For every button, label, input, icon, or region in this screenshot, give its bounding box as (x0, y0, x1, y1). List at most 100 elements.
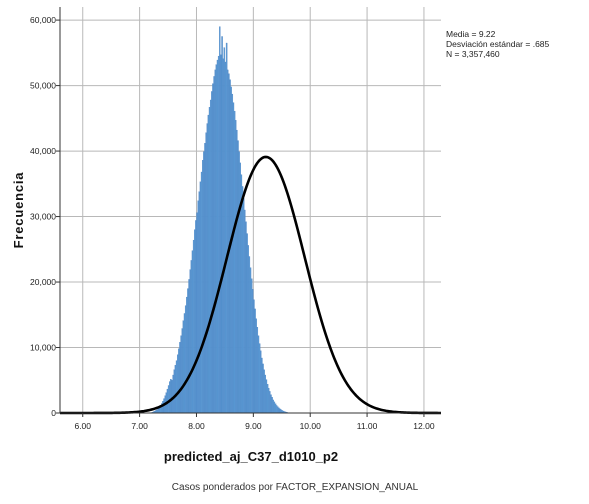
histogram-bar (232, 102, 235, 414)
histogram-bar (196, 212, 198, 414)
histogram-bar (207, 114, 210, 414)
histogram-bar (176, 354, 179, 414)
histogram-bar (249, 267, 252, 414)
histogram-bar (258, 343, 261, 414)
y-tick-label: 10,000 (30, 343, 56, 353)
histogram-bar (246, 233, 248, 414)
histogram-bar (195, 220, 197, 414)
histogram-bar (270, 394, 272, 414)
histogram-bar (214, 69, 216, 414)
histogram-bar (265, 379, 268, 414)
histogram-bar (241, 186, 244, 414)
histogram-bar (172, 374, 174, 414)
histogram-bar (157, 408, 160, 414)
stats-sd: Desviación estándar = .685 (446, 39, 550, 49)
histogram-bar (170, 379, 172, 414)
histogram-bar (181, 328, 183, 414)
histogram-bar (190, 260, 193, 414)
histogram-bar (238, 151, 240, 414)
histogram-bar (221, 36, 223, 414)
histogram-bar (211, 91, 213, 414)
histogram-bar (264, 374, 267, 414)
y-tick-label: 60,000 (30, 15, 56, 25)
histogram-bar (200, 171, 203, 414)
histogram-bar (278, 407, 280, 414)
x-tick-label: 11.00 (357, 421, 378, 431)
histogram-bar (224, 61, 227, 414)
weighting-caption: Casos ponderados por FACTOR_EXPANSION_AN… (172, 482, 419, 493)
y-tick-label: 40,000 (30, 146, 56, 156)
histogram-bar (215, 64, 218, 414)
histogram-bar (274, 403, 277, 414)
histogram-bar (205, 132, 207, 414)
histogram-bar (263, 369, 265, 414)
histogram-bar (171, 380, 173, 414)
histogram-bar (216, 59, 219, 414)
histogram-bar (244, 209, 246, 414)
histogram-bar (234, 120, 237, 414)
histogram-bar (191, 250, 194, 414)
histogram-bar (209, 99, 212, 414)
histogram-bar (167, 385, 170, 414)
histogram-bar (208, 107, 211, 414)
histogram-bar (173, 369, 176, 414)
histogram-bar (212, 83, 214, 414)
histogram-bar (187, 288, 189, 414)
histogram-bar (236, 129, 238, 414)
histogram-bar (253, 299, 255, 414)
histogram-bar (247, 245, 249, 414)
histogram-bar (250, 278, 253, 414)
x-tick-label: 12.00 (413, 421, 435, 431)
histogram-bar (230, 86, 232, 414)
histogram-bar (233, 110, 236, 414)
histogram-bar (178, 348, 180, 414)
histogram-bar (275, 405, 278, 414)
histogram-bar (199, 181, 202, 414)
y-tick-label: 20,000 (30, 277, 56, 287)
y-tick-label: 0 (51, 408, 56, 418)
histogram-bar (273, 401, 276, 414)
histogram-bar (175, 360, 178, 414)
histogram-bar (223, 47, 226, 414)
histogram-bar (197, 200, 199, 414)
histogram-bar (245, 221, 247, 414)
histogram-bar (179, 342, 181, 414)
histogram-bar (225, 42, 228, 414)
histogram-bar (194, 229, 196, 414)
histogram-bar (203, 151, 205, 414)
y-axis-label: Frecuencia (11, 172, 26, 249)
histogram-bar (206, 123, 209, 414)
histogram-bar (261, 357, 263, 414)
histogram-bar (192, 239, 195, 414)
tick-labels: 0 10,000 20,000 30,000 40,000 50,000 60,000 6.0… (30, 15, 435, 431)
histogram-bar (188, 279, 190, 414)
x-tick-label: 8.00 (188, 421, 205, 431)
histogram-bar (186, 296, 188, 414)
axes (59, 7, 441, 414)
histogram-bar (231, 93, 234, 414)
histogram-bar (257, 335, 260, 414)
histogram-bar (182, 320, 185, 414)
histogram-bar (271, 397, 273, 414)
histogram-bar (277, 406, 279, 414)
histogram-bar (260, 350, 262, 414)
histogram-bar (219, 26, 221, 414)
x-tick-label: 6.00 (74, 421, 91, 431)
histogram-bar (267, 387, 270, 414)
histogram-bar (239, 162, 241, 414)
histogram-bar (279, 408, 281, 414)
stats-n: N = 3,357,460 (446, 49, 500, 59)
histogram-bar (255, 318, 257, 414)
histogram-bar (204, 143, 206, 414)
histogram-bar (248, 256, 251, 414)
histogram-bar (272, 399, 274, 414)
histogram-bar (180, 335, 182, 414)
histogram-bar (262, 363, 264, 414)
x-axis-label: predicted_aj_C37_d1010_p2 (164, 449, 338, 464)
histogram-bar (202, 160, 204, 414)
histogram-bar (254, 308, 256, 414)
histogram-bar (220, 54, 222, 414)
x-tick-label: 7.00 (131, 421, 148, 431)
x-tick-label: 10.00 (300, 421, 322, 431)
y-tick-label: 30,000 (30, 212, 56, 222)
